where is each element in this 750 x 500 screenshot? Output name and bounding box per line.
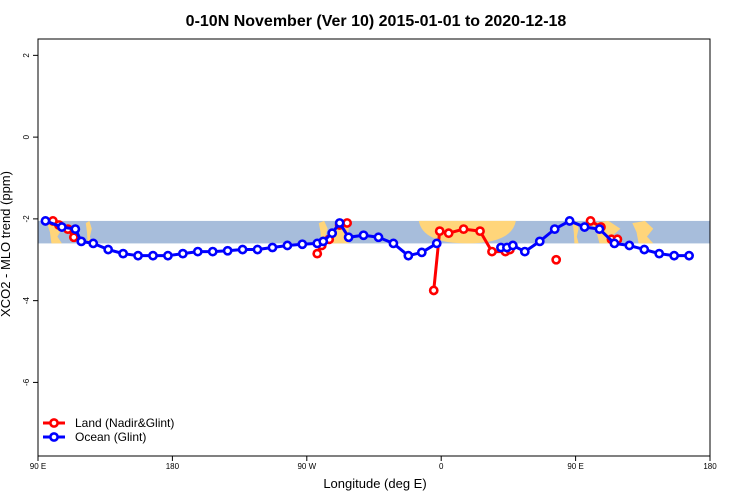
- data-point: [163, 250, 173, 261]
- data-point: [639, 244, 650, 255]
- data-point: [133, 250, 143, 261]
- data-point: [388, 238, 399, 249]
- land-region: [632, 220, 654, 244]
- data-point: [327, 228, 338, 239]
- y-tick-label: 0: [22, 134, 31, 139]
- data-point: [297, 239, 308, 250]
- data-point: [507, 240, 518, 251]
- legend-marker: [49, 432, 59, 442]
- data-series: [40, 216, 694, 296]
- data-point: [334, 218, 345, 228]
- chart-title: 0-10N November (Ver 10) 2015-01-01 to 20…: [186, 13, 567, 30]
- data-point: [282, 240, 293, 251]
- legend-item: Land (Nadir&Glint): [43, 416, 174, 430]
- axes: 90 E 180 90 W 0 90 E 180 2 0 -2 -4 -6: [22, 38, 717, 471]
- data-point: [594, 224, 605, 235]
- legend-item: Ocean (Glint): [43, 430, 146, 444]
- data-point: [434, 226, 445, 237]
- data-point: [669, 250, 680, 261]
- data-point: [549, 224, 560, 235]
- x-tick-label: 90 E: [30, 462, 46, 471]
- data-point: [428, 285, 439, 296]
- data-point: [76, 236, 87, 247]
- data-point: [148, 250, 158, 261]
- x-tick-label: 90 W: [297, 462, 316, 471]
- data-point: [267, 242, 278, 253]
- data-point: [118, 248, 129, 259]
- data-point: [624, 240, 635, 251]
- y-axis-label: XCO2 - MLO trend (ppm): [0, 171, 13, 317]
- data-point: [40, 216, 51, 226]
- data-point: [312, 248, 323, 259]
- data-point: [318, 236, 329, 247]
- x-tick-label: 90 E: [567, 462, 583, 471]
- data-point: [237, 244, 248, 255]
- x-axis-label: Longitude (deg E): [323, 476, 426, 491]
- x-tick-label: 180: [166, 462, 180, 471]
- x-tick-label: 180: [703, 462, 717, 471]
- data-point: [519, 246, 530, 257]
- data-point: [252, 244, 263, 255]
- legend-marker: [49, 418, 59, 428]
- legend: Land (Nadir&Glint)Ocean (Glint): [43, 416, 174, 444]
- legend-label: Ocean (Glint): [75, 430, 146, 444]
- data-point: [458, 224, 469, 235]
- legend-label: Land (Nadir&Glint): [75, 416, 174, 430]
- y-tick-label: 2: [22, 53, 31, 58]
- data-point: [609, 238, 620, 249]
- data-point: [443, 228, 454, 239]
- data-point: [475, 226, 485, 237]
- data-point: [684, 250, 694, 261]
- data-point: [373, 232, 384, 243]
- data-point: [177, 248, 188, 259]
- data-point: [88, 238, 99, 249]
- data-point: [431, 238, 442, 249]
- data-point: [70, 224, 81, 235]
- land-region: [572, 220, 579, 244]
- plot-frame: [37, 38, 711, 457]
- data-point: [403, 250, 414, 261]
- y-tick-label: -4: [22, 297, 31, 305]
- x-tick-label: 0: [439, 462, 444, 471]
- data-point: [654, 248, 665, 259]
- data-point: [534, 236, 545, 247]
- data-point: [342, 218, 353, 228]
- data-point: [579, 222, 590, 232]
- data-point: [416, 247, 427, 258]
- data-point: [564, 216, 575, 226]
- y-tick-label: -6: [22, 378, 31, 386]
- data-point: [207, 246, 218, 257]
- data-point: [343, 232, 354, 243]
- data-point: [192, 246, 203, 257]
- data-point: [487, 246, 497, 257]
- data-point: [585, 216, 596, 226]
- data-point: [358, 230, 369, 241]
- series-ocean: [40, 216, 694, 261]
- land-region: [85, 220, 92, 244]
- data-point: [56, 222, 67, 232]
- data-point: [68, 232, 79, 243]
- data-point: [551, 254, 562, 265]
- data-point: [222, 245, 233, 256]
- y-tick-label: -2: [22, 215, 31, 223]
- data-point: [103, 244, 114, 255]
